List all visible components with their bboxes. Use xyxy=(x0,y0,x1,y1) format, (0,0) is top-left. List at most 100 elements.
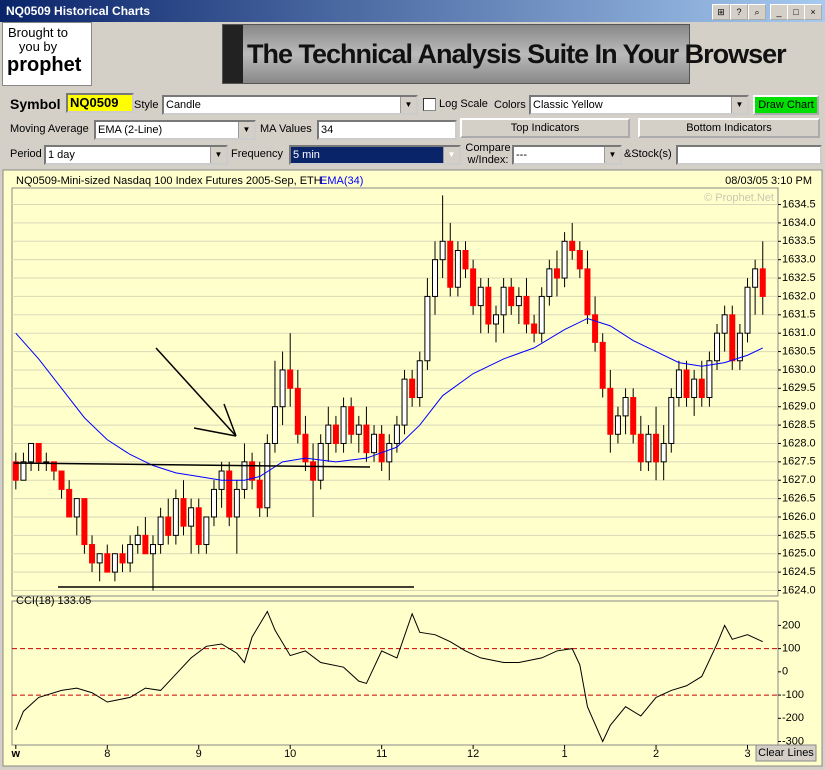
period-select[interactable]: 1 day xyxy=(44,145,228,165)
candle-body xyxy=(50,461,57,472)
frequency-select[interactable]: 5 min xyxy=(289,145,461,165)
draw-chart-button[interactable]: Draw Chart xyxy=(753,95,819,115)
bottom-indicators-button[interactable]: Bottom Indicators xyxy=(638,118,820,138)
candle-body xyxy=(20,461,27,481)
y-tick-label: 1632.0 xyxy=(782,290,816,302)
ma-select[interactable]: EMA (2-Line) xyxy=(94,120,256,140)
candle-body xyxy=(759,268,766,297)
candle-body xyxy=(180,498,187,527)
y-tick-label: 1634.0 xyxy=(782,217,816,229)
candle-body xyxy=(523,295,530,325)
candle-body xyxy=(111,553,118,573)
y-tick-label: 1625.0 xyxy=(782,548,816,560)
candle-body xyxy=(736,332,743,362)
pin-button[interactable]: ⊞ xyxy=(712,4,730,20)
candle-body xyxy=(698,378,705,399)
candle-body xyxy=(371,433,378,454)
banner-slogan: The Technical Analysis Suite In Your Bro… xyxy=(247,39,787,69)
candle-body xyxy=(233,488,240,518)
x-tick-label: 9 xyxy=(196,748,202,760)
x-tick-label: 10 xyxy=(284,748,296,760)
candle-body xyxy=(104,553,111,573)
candle-body xyxy=(508,286,515,307)
y-tick-label: 1625.5 xyxy=(782,529,816,541)
y-tick-label: 1626.0 xyxy=(782,511,816,523)
stocks-input[interactable] xyxy=(676,145,822,165)
top-indicators-button[interactable]: Top Indicators xyxy=(460,118,630,138)
y-tick-label: 1627.0 xyxy=(782,474,816,486)
candle-body xyxy=(653,433,660,463)
symbol-input[interactable]: NQ0509 xyxy=(66,93,134,113)
candle-body xyxy=(447,240,454,288)
candle-body xyxy=(340,406,347,444)
candle-body xyxy=(561,240,568,279)
clear-lines-button[interactable] xyxy=(755,744,817,762)
compare-label: Compare w/Index: xyxy=(465,142,511,166)
candle-body xyxy=(134,534,141,546)
candle-body xyxy=(165,516,172,536)
title-bar: NQ0509 Historical Charts xyxy=(0,0,825,22)
candle-body xyxy=(58,470,65,490)
candle-body xyxy=(210,488,217,518)
compare-select[interactable]: --- xyxy=(512,145,622,165)
y-tick-label: 1624.5 xyxy=(782,566,816,578)
candle-body xyxy=(683,369,690,399)
candle-body xyxy=(28,442,35,463)
x-tick-label: 1 xyxy=(562,748,568,760)
x-tick-label: 8 xyxy=(104,748,110,760)
candle-body xyxy=(622,397,629,417)
candle-body xyxy=(576,249,583,270)
cci-layer: 200 100 0 -100 -200 -300 xyxy=(12,610,804,747)
window-title: NQ0509 Historical Charts xyxy=(6,4,151,18)
search-button[interactable]: ⌕ xyxy=(748,4,766,20)
x-tick-label: 3 xyxy=(744,748,750,760)
candle-body xyxy=(89,544,96,564)
candle-body xyxy=(172,498,179,536)
candle-body xyxy=(592,314,599,343)
log-scale-checkbox[interactable] xyxy=(423,98,436,111)
y-tick-label: 100 xyxy=(782,643,800,655)
candle-body xyxy=(279,369,286,408)
candle-body xyxy=(492,314,499,325)
series-line xyxy=(15,317,763,481)
colors-select[interactable]: Classic Yellow xyxy=(529,95,749,115)
price-panel xyxy=(11,187,779,597)
price-layer: 1624.0 1624.5 1625.0 1625.5 1626.0 1626.5 1627… xyxy=(12,195,816,596)
style-select[interactable]: Candle xyxy=(162,95,418,115)
y-tick-label: 1629.5 xyxy=(782,382,816,394)
candle-body xyxy=(348,406,355,435)
candle-body xyxy=(393,424,400,444)
candle-body xyxy=(271,406,278,444)
candle-body xyxy=(195,507,202,546)
y-tick-label: -100 xyxy=(782,689,804,701)
candle-body xyxy=(188,507,195,527)
log-scale-label: Log Scale xyxy=(439,98,488,110)
y-tick-label: 1634.5 xyxy=(782,198,816,210)
clear-lines-label[interactable]: Clear Lines xyxy=(758,747,814,759)
candle-body xyxy=(256,479,263,509)
y-tick-label: 1633.5 xyxy=(782,235,816,247)
candle-body xyxy=(386,442,393,463)
close-button[interactable]: × xyxy=(804,4,822,20)
watermark: © Prophet.Net xyxy=(704,192,774,204)
y-tick-label: 1631.0 xyxy=(782,327,816,339)
candle-body xyxy=(401,378,408,426)
ma-label: Moving Average xyxy=(10,123,89,135)
sponsor-text: Brought to you by xyxy=(8,25,68,54)
candle-body xyxy=(226,470,233,518)
candle-body xyxy=(287,369,294,389)
candle-body xyxy=(332,424,339,444)
y-tick-label: 1630.0 xyxy=(782,364,816,376)
y-tick-label: 1631.5 xyxy=(782,309,816,321)
help-button[interactable]: ? xyxy=(730,4,748,20)
candle-body xyxy=(485,286,492,325)
candle-body xyxy=(81,498,88,546)
candle-body xyxy=(416,360,423,399)
ma-values-input[interactable]: 34 xyxy=(317,120,457,140)
candle-body xyxy=(317,442,324,481)
y-tick-label: 1624.0 xyxy=(782,584,816,596)
candle-body xyxy=(538,295,545,334)
candle-body xyxy=(729,314,736,362)
candle-body xyxy=(203,516,210,546)
